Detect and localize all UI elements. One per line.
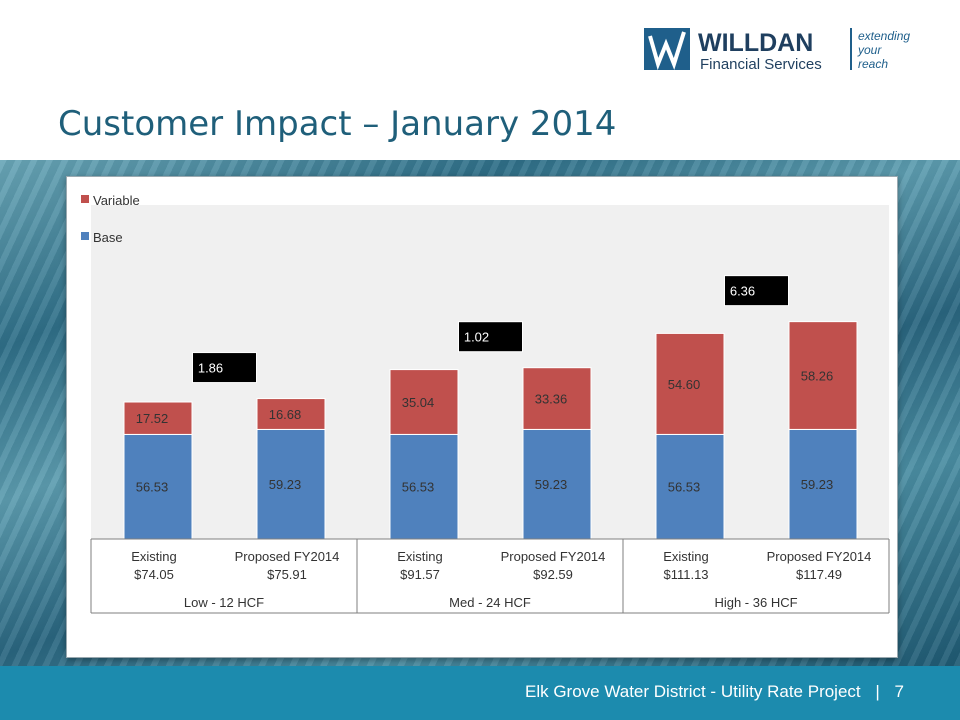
willdan-logo: WILLDAN Financial Services extending you… xyxy=(644,28,913,73)
data-label-variable-5: 58.26 xyxy=(801,369,834,384)
category-total-2: $91.57 xyxy=(400,567,440,582)
data-label-base-3: 59.23 xyxy=(535,477,568,492)
logo-name: WILLDAN xyxy=(698,29,813,57)
data-label-base-5: 59.23 xyxy=(801,477,834,492)
bar-variable-0 xyxy=(123,401,193,435)
data-label-variable-3: 33.36 xyxy=(535,392,568,407)
category-label-3: Proposed FY2014 xyxy=(501,549,606,564)
bar-variable-3 xyxy=(522,367,592,430)
legend-label-variable: Variable xyxy=(93,193,140,208)
data-label-variable-1: 16.68 xyxy=(269,407,302,422)
legend-swatch-base xyxy=(81,232,89,240)
category-total-3: $92.59 xyxy=(533,567,573,582)
data-label-base-0: 56.53 xyxy=(136,480,169,495)
bar-base-3 xyxy=(522,428,592,540)
bar-variable-4 xyxy=(655,332,725,435)
bar-variable-2 xyxy=(389,369,459,435)
legend-swatch-variable xyxy=(81,195,89,203)
logo-subtitle: Financial Services xyxy=(700,56,822,73)
data-label-variable-4: 54.60 xyxy=(668,377,701,392)
category-total-4: $111.13 xyxy=(663,567,708,582)
category-label-2: Existing xyxy=(397,549,443,564)
page-title: Customer Impact – January 2014 xyxy=(58,104,617,144)
chart-card: 56.53 17.52 59.23 16.68 56.53 35.04 59.23 33.36… xyxy=(66,176,898,658)
logo-w-icon xyxy=(648,31,686,71)
category-label-1: Proposed FY2014 xyxy=(235,549,340,564)
category-total-1: $75.91 xyxy=(267,567,307,582)
difference-label-0: 1.86 xyxy=(198,361,223,376)
page-number: 7 xyxy=(894,682,904,701)
legend-label-base: Base xyxy=(93,230,123,245)
bar-base-0 xyxy=(123,433,193,540)
logo-divider xyxy=(850,28,852,70)
category-label-5: Proposed FY2014 xyxy=(767,549,872,564)
category-label-4: Existing xyxy=(663,549,709,564)
group-label-0: Low - 12 HCF xyxy=(184,595,264,610)
category-total-0: $74.05 xyxy=(134,567,174,582)
bar-base-4 xyxy=(655,433,725,540)
footer-text: Elk Grove Water District - Utility Rate … xyxy=(525,682,904,702)
difference-box-1 xyxy=(458,321,523,353)
difference-box-0 xyxy=(192,352,257,384)
bar-variable-1 xyxy=(256,398,326,430)
bar-base-2 xyxy=(389,433,459,540)
data-label-base-4: 56.53 xyxy=(668,480,701,495)
category-label-0: Existing xyxy=(131,549,177,564)
category-total-5: $117.49 xyxy=(796,567,842,582)
difference-label-1: 1.02 xyxy=(464,330,489,345)
footer-project: Elk Grove Water District - Utility Rate … xyxy=(524,682,861,701)
group-label-2: High - 36 HCF xyxy=(714,595,797,610)
data-label-variable-0: 17.52 xyxy=(136,411,169,426)
footer-bar: Elk Grove Water District - Utility Rate … xyxy=(0,666,960,720)
logo-tagline: extending your reach xyxy=(857,29,913,71)
bar-variable-5 xyxy=(788,321,858,430)
bar-base-1 xyxy=(256,428,326,540)
difference-box-2 xyxy=(724,275,789,307)
data-label-base-1: 59.23 xyxy=(269,477,302,492)
data-label-variable-2: 35.04 xyxy=(402,395,435,410)
group-label-1: Med - 24 HCF xyxy=(449,595,531,610)
stacked-bar-chart: 56.53 17.52 59.23 16.68 56.53 35.04 59.23 33.36… xyxy=(81,193,890,614)
data-label-base-2: 56.53 xyxy=(402,480,435,495)
footer-separator: | xyxy=(875,682,880,701)
difference-label-2: 6.36 xyxy=(730,284,755,299)
